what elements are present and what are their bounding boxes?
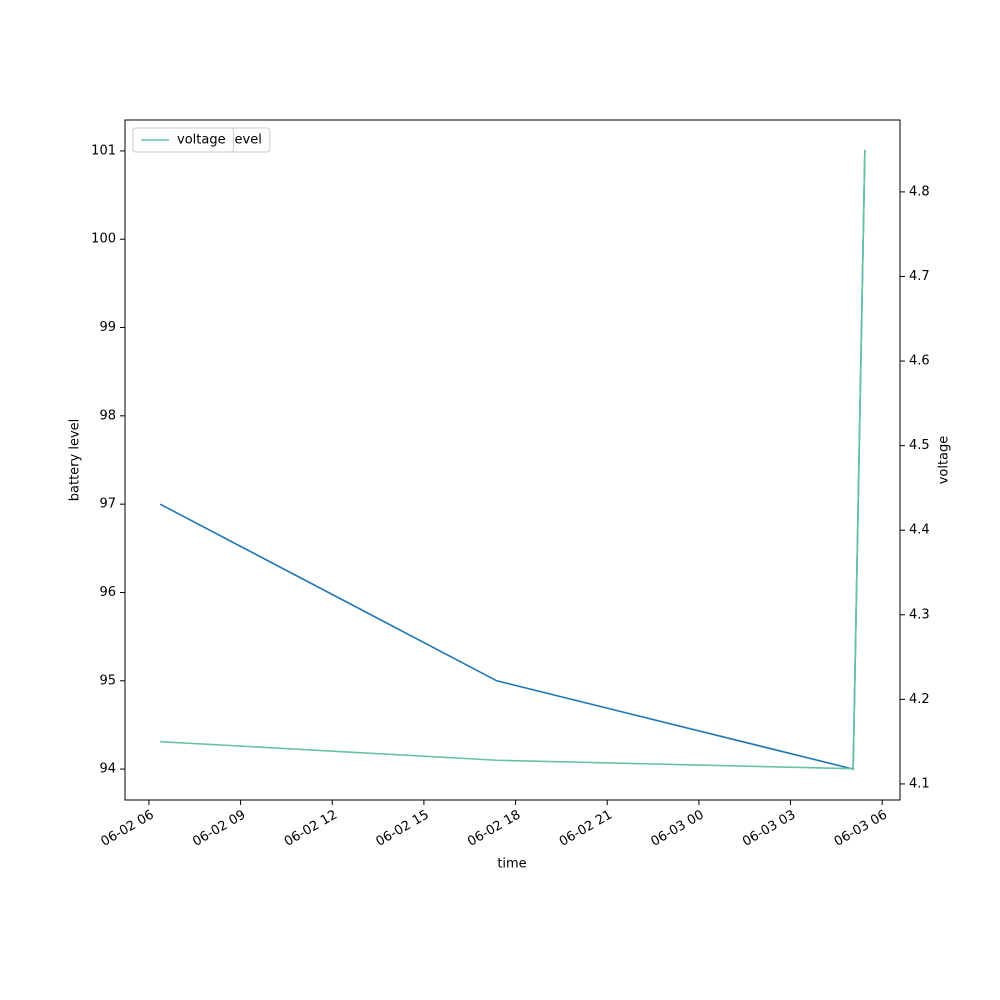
y-tick-label: 95 xyxy=(99,673,116,688)
y2-tick-label: 4.3 xyxy=(909,607,930,622)
legend-box xyxy=(132,127,235,153)
y2-tick-label: 4.4 xyxy=(909,523,930,538)
y-tick-label: 97 xyxy=(99,497,116,512)
y2-tick-label: 4.7 xyxy=(909,269,930,284)
y2-tick-label: 4.5 xyxy=(909,438,930,453)
x-tick-label: 06-03 06 xyxy=(832,808,890,850)
y-tick-label: 98 xyxy=(99,408,116,423)
x-tick-label: 06-02 12 xyxy=(282,808,340,850)
x-tick-label: 06-03 00 xyxy=(648,808,706,850)
x-tick-label: 06-02 21 xyxy=(557,808,615,850)
y-tick-label: 101 xyxy=(91,143,116,158)
x-tick-label: 06-02 09 xyxy=(190,808,248,850)
y-axis-label: battery level xyxy=(68,419,83,502)
x-tick-label: 06-02 06 xyxy=(99,808,157,850)
x-tick-label: 06-02 15 xyxy=(374,808,432,850)
y-tick-label: 96 xyxy=(99,585,116,600)
y2-tick-label: 4.6 xyxy=(909,354,930,369)
y-tick-label: 100 xyxy=(91,232,116,247)
y2-tick-label: 4.2 xyxy=(909,692,930,707)
x-tick-label: 06-03 03 xyxy=(740,808,798,850)
line-series xyxy=(160,149,866,770)
y-tick-label: 94 xyxy=(99,762,116,777)
x-tick-label: 06-02 18 xyxy=(465,808,523,850)
legend-label: voltage xyxy=(177,133,226,148)
y2-axis-label: voltage xyxy=(937,436,952,485)
x-axis-label: time xyxy=(497,857,526,872)
axes-frame xyxy=(124,119,901,801)
y2-tick-label: 4.1 xyxy=(909,776,930,791)
line-series xyxy=(159,150,866,771)
y2-tick-label: 4.8 xyxy=(909,184,930,199)
y-tick-label: 99 xyxy=(99,320,116,335)
